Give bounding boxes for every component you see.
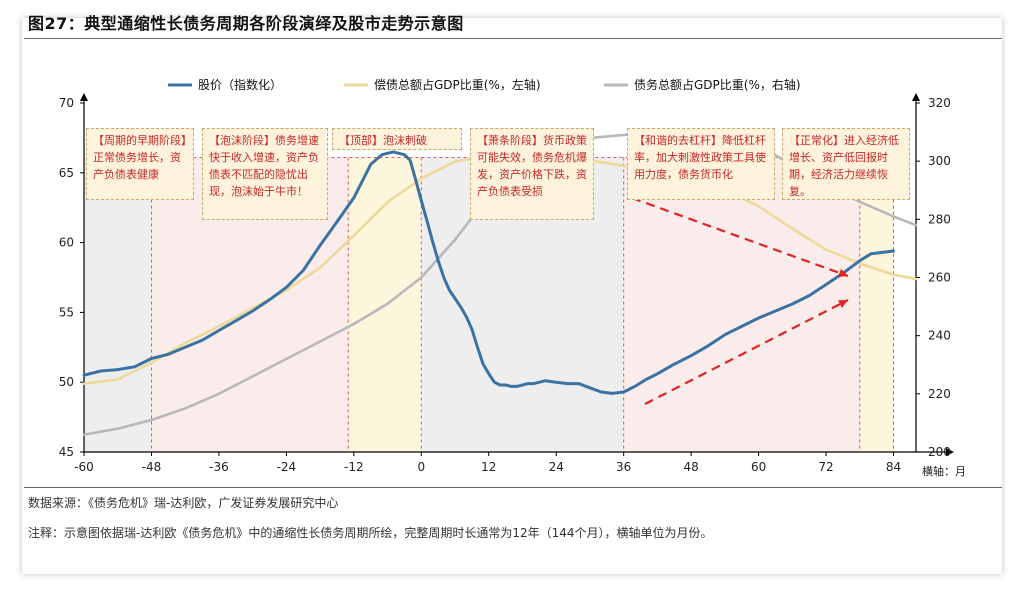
page-title: 图27：典型通缩性长债务周期各阶段演绎及股市走势示意图	[28, 14, 464, 33]
x-tick-label: -60	[74, 460, 94, 474]
y-left-tick-label: 50	[59, 375, 74, 389]
x-tick-label: 72	[818, 460, 833, 474]
y-right-tick-label: 280	[928, 212, 951, 226]
band-deleveraging	[623, 157, 860, 452]
footer-divider	[24, 487, 1002, 488]
footnote: 注释：示意图依据瑞-达利欧《债务危机》中的通缩性长债务周期所绘，完整周期时长通常…	[28, 526, 713, 540]
y-left-tick-label: 55	[59, 305, 74, 319]
x-tick-label: -48	[142, 460, 162, 474]
x-tick-label: 0	[417, 460, 425, 474]
x-tick-label: -12	[344, 460, 364, 474]
x-tick-label: 12	[481, 460, 496, 474]
annotation-normalization-phase: 【正常化】进入经济低增长、资产低回报时期，经济活力继续恢复。	[782, 128, 910, 200]
legend-label-0: 股价（指数化）	[198, 77, 282, 92]
annotation-bubble-phase: 【泡沫阶段】债务增速快于收入增速，资产负债表不匹配的隐忧出现，泡沫始于牛市！	[202, 128, 328, 220]
data-source: 数据来源：《债务危机》瑞-达利欧，广发证券发展研究中心	[28, 496, 339, 510]
y-right-tick-label: 300	[928, 154, 951, 168]
legend-label-2: 债务总额占GDP比重(%，右轴)	[634, 77, 801, 92]
y-axis-left-arrow	[80, 93, 88, 101]
trend-arrow-up-head	[838, 300, 848, 308]
annotation-early-phase: 【周期的早期阶段】正常债务增长，资产负债表健康	[86, 128, 194, 200]
annotation-top-phase: 【顶部】泡沫刺破	[332, 128, 462, 150]
y-left-tick-label: 65	[59, 166, 74, 180]
x-axis-arrow	[946, 448, 954, 456]
x-tick-label: -36	[209, 460, 229, 474]
y-right-tick-label: 240	[928, 329, 951, 343]
x-tick-label: 36	[616, 460, 631, 474]
x-tick-label: 48	[683, 460, 698, 474]
x-tick-label: 84	[886, 460, 901, 474]
series-line-0	[82, 150, 895, 395]
y-right-tick-label: 200	[928, 445, 951, 459]
y-right-tick-label: 220	[928, 387, 951, 401]
x-tick-label: -24	[277, 460, 297, 474]
trend-arrow-down	[631, 196, 849, 278]
title-divider	[24, 38, 1002, 39]
annotation-deleveraging-phase: 【和谐的去杠杆】降低杠杆率，加大刺激性政策工具使用力度，债务货币化	[627, 128, 775, 200]
x-tick-label: 24	[549, 460, 564, 474]
annotation-depression-phase: 【萧条阶段】货币政策可能失效，债务危机爆发，资产价格下跌，资产负债表受损	[470, 128, 594, 220]
band-early	[84, 157, 152, 452]
x-axis-label: 横轴：月	[922, 464, 966, 478]
trend-arrow-down-head	[838, 268, 848, 278]
y-left-tick-label: 60	[59, 236, 74, 250]
legend-label-1: 偿债总额占GDP比重(%，左轴)	[374, 77, 541, 92]
x-tick-label: 60	[751, 460, 766, 474]
y-right-tick-label: 260	[928, 271, 951, 285]
y-left-tick-label: 70	[59, 96, 74, 110]
y-right-tick-label: 320	[928, 96, 951, 110]
y-left-tick-label: 45	[59, 445, 74, 459]
band-normalization	[859, 157, 894, 452]
y-axis-right-arrow	[912, 93, 920, 101]
trend-arrow-up	[644, 299, 849, 405]
